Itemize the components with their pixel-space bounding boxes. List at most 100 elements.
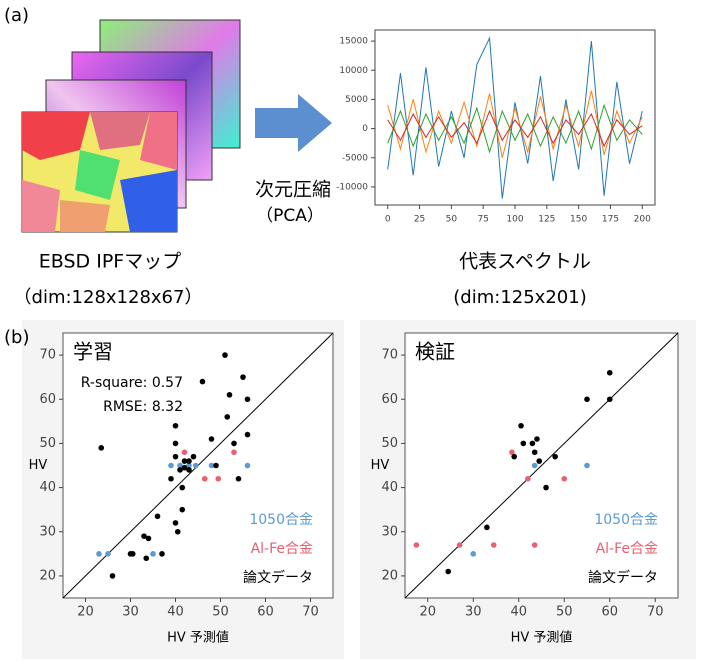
legend-entry: Al-Fe合金 xyxy=(596,541,658,557)
legend-entry: 1050合金 xyxy=(594,512,658,528)
figure: (a) 次元圧縮 （PCA） EBSD IPFマップ （dim:128x128x… xyxy=(0,0,702,659)
input-label: EBSD IPFマップ xyxy=(39,251,181,273)
point xyxy=(173,520,179,526)
point xyxy=(179,485,185,491)
point xyxy=(215,476,221,482)
point xyxy=(224,414,230,420)
y-tick-label: 50 xyxy=(39,436,56,451)
grain xyxy=(120,170,177,232)
x-tick-label: 60 xyxy=(601,605,618,620)
point xyxy=(457,542,463,548)
y-tick-label: 10000 xyxy=(339,66,368,76)
point xyxy=(193,463,199,469)
point xyxy=(105,551,111,557)
chart-title: 学習 xyxy=(73,340,113,364)
point xyxy=(231,441,237,447)
point xyxy=(245,432,251,438)
y-tick-label: -5000 xyxy=(342,153,368,163)
annotation: R-square: 0.57 xyxy=(81,375,183,391)
y-axis-label: HV xyxy=(29,458,48,473)
point xyxy=(584,396,590,402)
y-tick-label: 60 xyxy=(381,392,398,407)
point xyxy=(530,441,536,447)
arrow xyxy=(255,94,332,152)
point xyxy=(191,454,197,460)
y-tick-label: 60 xyxy=(39,392,56,407)
point xyxy=(245,396,251,402)
x-tick-label: 50 xyxy=(212,605,229,620)
x-tick-label: 0 xyxy=(385,215,391,225)
y-tick-label: 40 xyxy=(381,480,398,495)
x-tick-label: 50 xyxy=(446,215,458,225)
x-tick-label: 30 xyxy=(122,605,139,620)
y-tick-label: -10000 xyxy=(336,182,368,192)
ebsd-maps xyxy=(22,20,240,232)
point xyxy=(168,476,174,482)
point xyxy=(532,463,538,469)
y-tick-label: 30 xyxy=(39,524,56,539)
point xyxy=(518,423,524,429)
point xyxy=(186,467,192,473)
point xyxy=(534,436,540,442)
point xyxy=(607,370,613,376)
point xyxy=(182,449,188,455)
legend-entry: 論文データ xyxy=(243,569,313,586)
point xyxy=(584,463,590,469)
y-tick-label: 15000 xyxy=(339,37,368,47)
point xyxy=(175,529,181,535)
point xyxy=(173,441,179,447)
point xyxy=(200,379,206,385)
y-tick-label: 5000 xyxy=(345,95,368,105)
point xyxy=(414,542,420,548)
y-tick-label: 30 xyxy=(381,524,398,539)
point xyxy=(98,445,104,451)
point xyxy=(110,573,116,579)
y-tick-label: 50 xyxy=(381,436,398,451)
point xyxy=(222,352,228,358)
y-tick-label: 40 xyxy=(39,480,56,495)
panel-label: (b) xyxy=(4,327,29,348)
y-tick-label: 20 xyxy=(39,568,56,583)
point xyxy=(150,551,156,557)
output-dim: (dim:125x201) xyxy=(453,287,586,308)
point xyxy=(491,542,497,548)
point xyxy=(231,449,237,455)
point xyxy=(607,396,613,402)
x-tick-label: 50 xyxy=(556,605,573,620)
method-sub: （PCA） xyxy=(256,206,324,226)
point xyxy=(179,507,185,513)
point xyxy=(173,454,179,460)
point xyxy=(561,476,567,482)
y-tick-label: 0 xyxy=(362,124,368,134)
panel-label: (a) xyxy=(4,5,29,26)
point xyxy=(525,476,531,482)
input-dim: （dim:128x128x67） xyxy=(14,287,203,308)
x-tick-label: 25 xyxy=(414,215,425,225)
page: (a) 次元圧縮 （PCA） EBSD IPFマップ （dim:128x128x… xyxy=(0,0,702,663)
x-axis-label: HV 予測値 xyxy=(511,630,573,646)
point xyxy=(240,374,246,380)
point xyxy=(532,449,538,455)
point xyxy=(532,542,538,548)
annotation: RMSE: 8.32 xyxy=(103,399,183,415)
x-tick-label: 100 xyxy=(506,215,523,225)
point xyxy=(202,476,208,482)
x-tick-label: 60 xyxy=(257,605,274,620)
point xyxy=(186,458,192,464)
legend-entry: Al-Fe合金 xyxy=(251,541,313,557)
y-axis-label: HV xyxy=(371,458,390,473)
point xyxy=(445,569,451,575)
x-tick-label: 175 xyxy=(602,215,619,225)
y-tick-label: 20 xyxy=(381,568,398,583)
x-tick-label: 30 xyxy=(465,605,482,620)
x-tick-label: 125 xyxy=(538,215,555,225)
legend-entry: 論文データ xyxy=(588,569,658,586)
point xyxy=(209,436,215,442)
point xyxy=(143,555,149,561)
point xyxy=(511,454,517,460)
point xyxy=(173,423,179,429)
x-tick-label: 75 xyxy=(477,215,488,225)
point xyxy=(521,441,527,447)
point xyxy=(155,513,161,519)
point xyxy=(245,463,251,469)
